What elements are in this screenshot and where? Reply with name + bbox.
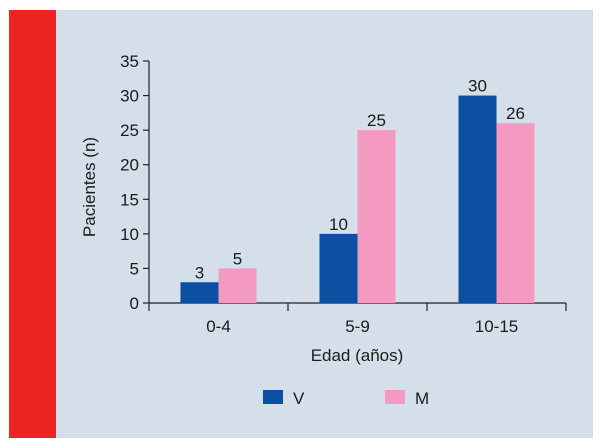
y-axis-title: Pacientes (n) — [80, 137, 99, 237]
x-tick-label: 0-4 — [206, 317, 231, 336]
legend-label-v: V — [293, 389, 305, 408]
data-label: 26 — [506, 104, 525, 123]
bars — [180, 95, 535, 303]
legend-swatch-v — [263, 390, 283, 404]
y-tick-label: 15 — [120, 190, 139, 209]
y-tick-label: 5 — [130, 259, 139, 278]
x-tick-label: 10-15 — [475, 317, 518, 336]
data-label: 5 — [233, 249, 242, 268]
data-labels: 3 5 10 25 30 26 — [195, 77, 525, 283]
y-tick-label: 30 — [120, 87, 139, 106]
bar-m — [218, 268, 257, 303]
y-tick-label: 10 — [120, 225, 139, 244]
legend-label-m: M — [415, 389, 429, 408]
x-axis-title: Edad (años) — [311, 346, 404, 365]
data-label: 3 — [195, 263, 204, 282]
data-label: 25 — [367, 111, 386, 130]
bar-v — [458, 95, 497, 303]
y-tick-label: 20 — [120, 156, 139, 175]
accent-stripe — [9, 10, 56, 438]
y-tick-label: 0 — [130, 294, 139, 313]
bar-m — [357, 130, 396, 303]
legend-swatch-m — [385, 390, 405, 404]
bar-v — [319, 233, 358, 303]
data-label: 10 — [329, 215, 348, 234]
data-label: 30 — [468, 77, 487, 96]
chart-figure: 0 5 10 15 20 25 30 35 0-4 5-9 10-15 3 5 10 25 30 26 Eda… — [9, 10, 593, 438]
bar-v — [180, 282, 219, 303]
x-tick-label: 5-9 — [345, 317, 370, 336]
y-tick-label: 35 — [120, 52, 139, 71]
y-tick-label: 25 — [120, 121, 139, 140]
bar-m — [496, 123, 535, 303]
